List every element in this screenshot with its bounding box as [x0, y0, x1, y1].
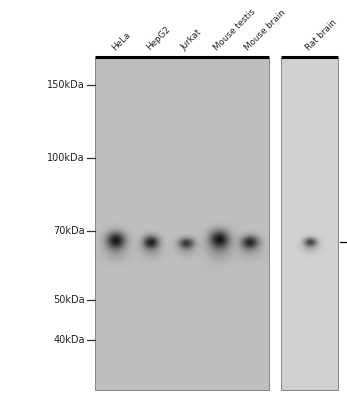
Text: 100kDa: 100kDa: [48, 152, 85, 162]
Text: Jurkat: Jurkat: [179, 28, 203, 52]
Bar: [281, 58, 338, 390]
Bar: [95, 58, 269, 390]
Text: Rat brain: Rat brain: [304, 18, 339, 52]
Text: 50kDa: 50kDa: [53, 295, 85, 305]
Text: 70kDa: 70kDa: [53, 226, 85, 236]
Text: 150kDa: 150kDa: [47, 80, 85, 90]
Text: HeLa: HeLa: [110, 30, 132, 52]
Text: 40kDa: 40kDa: [53, 335, 85, 345]
Text: HepG2: HepG2: [145, 24, 172, 52]
Text: Mouse testis: Mouse testis: [212, 7, 257, 52]
Text: Mouse brain: Mouse brain: [244, 8, 288, 52]
